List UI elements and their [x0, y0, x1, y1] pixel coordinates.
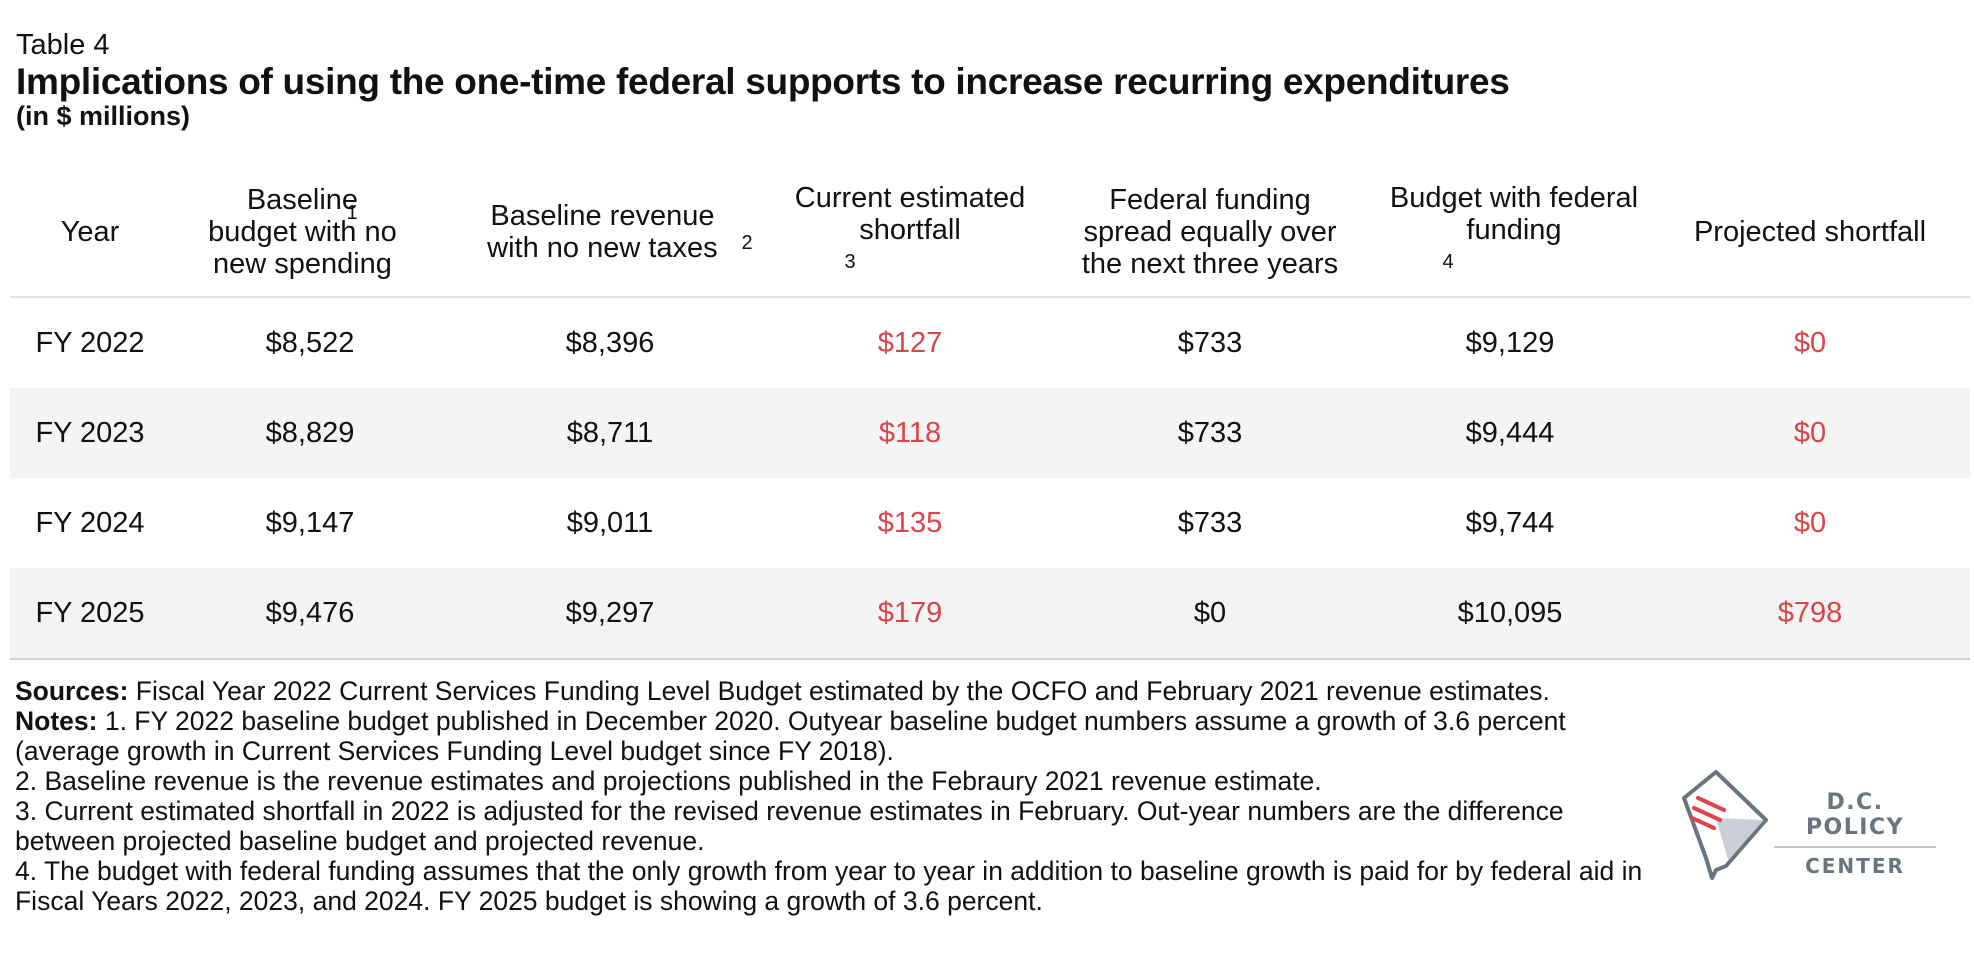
table-label: Table 4 [16, 29, 110, 61]
cell-current-shortfall: $135 [877, 506, 943, 539]
cell-federal-funding: $733 [1177, 506, 1243, 539]
cell-projected-shortfall: $0 [1793, 506, 1827, 539]
cell-baseline-budget: $8,522 [265, 326, 355, 359]
cell-projected-shortfall: $0 [1793, 326, 1827, 359]
sources-text: Fiscal Year 2022 Current Services Fundin… [135, 676, 1550, 706]
column-header-baseline-revenue: Baseline revenue with no new taxes 2 [450, 168, 770, 298]
cell-budget-with-federal: $9,129 [1465, 326, 1555, 359]
note-1-text: 1. FY 2022 baseline budget published in … [15, 706, 1566, 766]
footnote-marker: 3 [844, 250, 856, 273]
table-row: FY 2024 $9,147 $9,011 $135 $733 $9,744 $… [10, 478, 1970, 568]
footnote-marker: 4 [1442, 250, 1454, 273]
cell-year: FY 2022 [35, 326, 145, 359]
cell-projected-shortfall: $798 [1650, 568, 1970, 660]
note-4: 4. The budget with federal funding assum… [15, 856, 1643, 916]
column-header-projected-shortfall: Projected shortfall [1650, 168, 1970, 298]
notes-label: Notes: [15, 706, 98, 736]
cell-baseline-revenue: $8,396 [565, 326, 655, 359]
cell-budget-with-federal: $10,095 [1370, 568, 1650, 660]
cell-federal-funding: $733 [1177, 326, 1243, 359]
sources-label: Sources: [15, 676, 129, 706]
dc-policy-center-logo: D.C. POLICY CENTER [1676, 770, 1936, 880]
note-1: Notes: 1. FY 2022 baseline budget publis… [15, 706, 1655, 766]
cell-year: FY 2025 [10, 568, 170, 660]
column-header-baseline-budget: Baseline budget with no new spending1 [170, 168, 450, 298]
sources-line: Sources: Fiscal Year 2022 Current Servic… [15, 676, 1655, 706]
cell-baseline-revenue: $8,711 [450, 388, 770, 478]
table-row: FY 2025 $9,476 $9,297 $179 $0 $10,095 $7… [10, 568, 1970, 660]
table-row: FY 2022 $8,522 $8,396 $127 $733 $9,129 $… [10, 297, 1970, 388]
cell-baseline-revenue: $9,297 [450, 568, 770, 660]
cell-year: FY 2023 [10, 388, 170, 478]
cell-baseline-budget: $9,147 [265, 506, 355, 539]
logo-line-2: CENTER [1805, 854, 1905, 878]
column-header-budget-with-federal: Budget with federal funding4 [1370, 168, 1650, 298]
cell-projected-shortfall: $0 [1650, 388, 1970, 478]
cell-federal-funding: $733 [1050, 388, 1370, 478]
cell-baseline-revenue: $9,011 [566, 506, 654, 539]
cell-budget-with-federal: $9,444 [1370, 388, 1650, 478]
table-row: FY 2023 $8,829 $8,711 $118 $733 $9,444 $… [10, 388, 1970, 478]
logo-wordmark: D.C. POLICY CENTER [1774, 790, 1936, 878]
column-header-current-shortfall: Current estimated shortfall3 [770, 168, 1050, 298]
cell-baseline-budget: $9,476 [170, 568, 450, 660]
note-3: 3. Current estimated shortfall in 2022 i… [15, 796, 1564, 856]
note-2: 2. Baseline revenue is the revenue estim… [15, 766, 1322, 796]
column-header-year: Year [10, 168, 170, 298]
header-row: Year Baseline budget with no new spendin… [10, 168, 1970, 298]
footnote-marker: 1 [346, 202, 358, 224]
column-header-federal-funding: Federal funding spread equally over the … [1050, 168, 1370, 298]
cell-current-shortfall: $179 [770, 568, 1050, 660]
page-title: Implications of using the one-time feder… [16, 61, 1510, 102]
footnotes: Sources: Fiscal Year 2022 Current Servic… [15, 676, 1655, 916]
cell-current-shortfall: $127 [877, 326, 943, 359]
cell-baseline-budget: $8,829 [170, 388, 450, 478]
cell-year: FY 2024 [35, 506, 145, 539]
cell-budget-with-federal: $9,744 [1465, 506, 1555, 539]
cell-federal-funding: $0 [1050, 568, 1370, 660]
logo-line-1: D.C. POLICY [1774, 790, 1936, 848]
cell-current-shortfall: $118 [770, 388, 1050, 478]
budget-table: Year Baseline budget with no new spendin… [10, 168, 1970, 660]
page-subtitle: (in $ millions) [16, 101, 191, 131]
dc-map-icon [1682, 770, 1768, 880]
footnote-marker: 2 [741, 232, 753, 254]
